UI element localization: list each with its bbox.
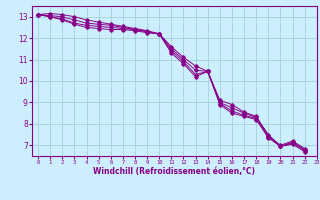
X-axis label: Windchill (Refroidissement éolien,°C): Windchill (Refroidissement éolien,°C) — [93, 167, 255, 176]
